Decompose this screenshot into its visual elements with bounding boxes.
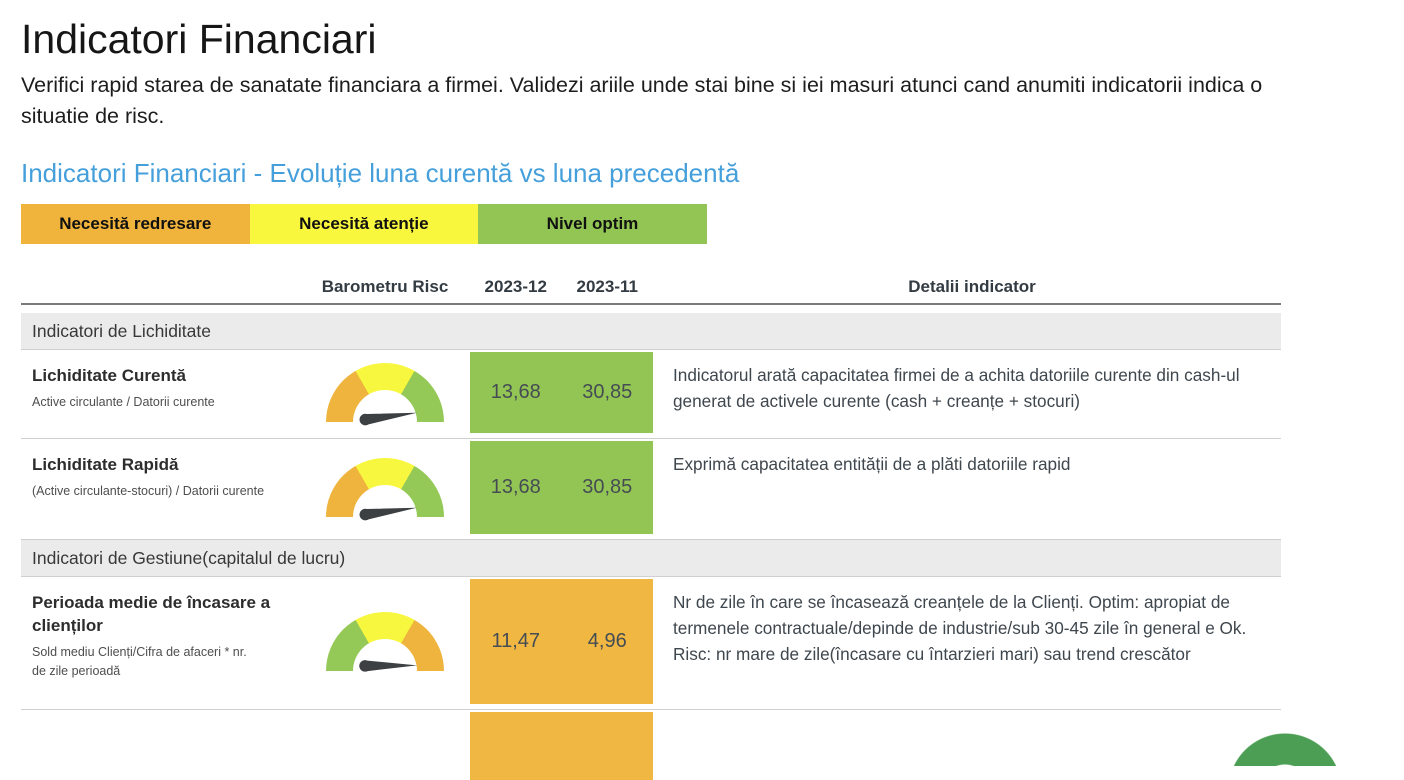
value-current-month [470, 712, 562, 780]
table-row [21, 710, 1281, 780]
indicator-name-cell [21, 710, 300, 780]
legend-optimal-level: Nivel optim [478, 204, 707, 245]
floating-gauge-donut-button[interactable] [1233, 733, 1337, 766]
indicator-name: Lichiditate Rapidă [32, 455, 179, 475]
section-liquidity-indicators: Indicatori de Lichiditate [21, 313, 1281, 351]
values-cell: 13,68 30,85 [470, 350, 653, 438]
table-header-row: Barometru Risc 2023-12 2023-11 Detalii i… [21, 273, 1281, 306]
indicator-formula: Active circulante / Datorii curente [32, 395, 215, 410]
page-title: Indicatori Financiari [21, 16, 377, 62]
page-subtitle: Verifici rapid starea de sanatate financ… [21, 73, 1263, 128]
indicator-name: Lichiditate Curentă [32, 366, 186, 386]
header-month-previous: 2023-11 [576, 277, 638, 297]
risk-barometer-cell [300, 350, 470, 438]
risk-barometer-cell [300, 439, 470, 539]
values-cell: 13,68 30,85 [470, 439, 653, 539]
risk-legend: Necesită redresare Necesită atenție Nive… [21, 204, 707, 245]
indicator-name-cell: Perioada medie de încasare a clienților … [21, 577, 300, 709]
header-month-current: 2023-12 [484, 277, 547, 297]
gauge-needle-icon [359, 412, 417, 426]
indicator-formula: Sold mediu Clienți/Cifra de afaceri * nr… [32, 645, 247, 678]
indicator-name-cell: Lichiditate Rapidă (Active circulante-st… [21, 439, 300, 539]
section-management-indicators: Indicatori de Gestiune(capitalul de lucr… [21, 540, 1281, 578]
evolution-section-heading: Indicatori Financiari - Evoluție luna cu… [21, 158, 740, 189]
table-row: Lichiditate Curentă Active circulante / … [21, 350, 1281, 440]
legend-needs-attention: Necesită atenție [249, 204, 479, 245]
value-current-month: 11,47 [491, 630, 541, 653]
value-previous-month [562, 712, 654, 780]
risk-gauge-icon [326, 362, 444, 426]
value-previous-month: 30,85 [582, 381, 633, 404]
risk-gauge-icon [326, 611, 444, 675]
donut-arc-icon [1233, 733, 1337, 766]
legend-needs-recovery: Necesită redresare [21, 204, 250, 245]
indicator-name-cell: Lichiditate Curentă Active circulante / … [21, 350, 300, 438]
indicator-detail-text [663, 710, 1281, 780]
value-current-month: 13,68 [490, 381, 541, 404]
indicators-table: Barometru Risc 2023-12 2023-11 Detalii i… [21, 273, 1281, 780]
value-previous-month: 4,96 [587, 630, 627, 653]
indicator-detail-text: Nr de zile în care se încasează creanțel… [673, 592, 1247, 665]
gauge-needle-icon [359, 659, 418, 672]
values-cell [470, 710, 653, 780]
risk-barometer-cell [300, 577, 470, 709]
gauge-needle-icon [359, 507, 417, 521]
header-months: 2023-12 2023-11 [470, 277, 653, 297]
indicator-detail-text: Exprimă capacitatea entității de a plăti… [673, 454, 1071, 475]
table-row: Perioada medie de încasare a clienților … [21, 577, 1281, 711]
values-cell: 11,47 4,96 [470, 577, 653, 709]
header-risk-barometer: Barometru Risc [321, 277, 449, 297]
header-indicator-details: Detalii indicator [908, 277, 1036, 297]
table-row: Lichiditate Rapidă (Active circulante-st… [21, 439, 1281, 541]
indicator-name: Perioada medie de încasare a clienților [32, 593, 271, 636]
risk-gauge-icon [326, 457, 444, 521]
value-current-month: 13,68 [490, 476, 541, 499]
indicator-formula: (Active circulante-stocuri) / Datorii cu… [32, 484, 265, 499]
value-previous-month: 30,85 [582, 476, 633, 499]
indicator-detail-text: Indicatorul arată capacitatea firmei de … [673, 365, 1240, 412]
